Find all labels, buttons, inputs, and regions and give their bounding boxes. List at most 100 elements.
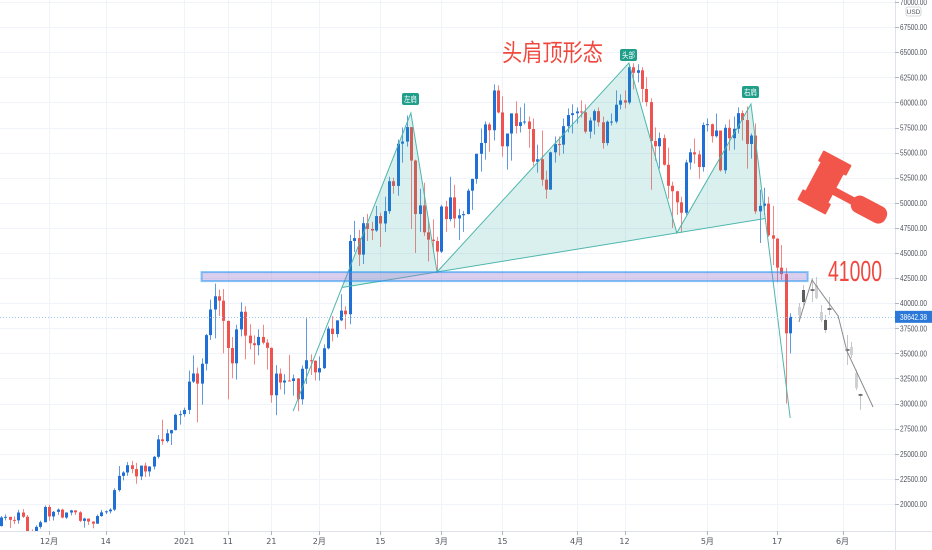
time-tick-label: 4月 bbox=[570, 537, 583, 546]
projected-candle bbox=[820, 305, 823, 322]
candle-down bbox=[366, 213, 369, 241]
gavel-icon[interactable] bbox=[797, 150, 899, 240]
target-price-text[interactable]: 41000 bbox=[828, 256, 882, 288]
candle-down bbox=[135, 462, 138, 484]
projected-candle-body bbox=[855, 372, 858, 388]
candle-up bbox=[57, 508, 60, 515]
candle-body bbox=[484, 124, 487, 143]
label-right-shoulder[interactable]: 右肩 bbox=[742, 86, 759, 98]
candle-up bbox=[174, 413, 177, 431]
candle-body bbox=[201, 363, 204, 384]
candle-body bbox=[161, 439, 164, 442]
time-tick-label: 12月 bbox=[40, 537, 58, 546]
current-price-label-box bbox=[895, 310, 932, 323]
candle-down bbox=[746, 106, 749, 169]
candle-up bbox=[327, 326, 330, 350]
candle-down bbox=[436, 236, 439, 274]
candle-body bbox=[179, 414, 182, 416]
currency-badge[interactable]: USD bbox=[905, 6, 922, 17]
pattern-zigzag-line[interactable] bbox=[292, 61, 791, 419]
candle-up bbox=[480, 128, 483, 172]
candle-body bbox=[235, 329, 238, 364]
candle-body bbox=[209, 309, 212, 336]
candle-down bbox=[9, 516, 12, 528]
candle-body bbox=[227, 320, 230, 348]
candle-up bbox=[113, 488, 116, 512]
candle-up bbox=[658, 132, 661, 169]
price-tick-label: 40000.00 bbox=[900, 298, 927, 308]
candle-body bbox=[100, 512, 103, 517]
candle-body bbox=[763, 203, 766, 206]
candle-up bbox=[467, 188, 470, 215]
candle-down bbox=[222, 289, 225, 354]
candle-body bbox=[501, 112, 504, 147]
label-head[interactable]: 头部 bbox=[620, 49, 637, 61]
candle-body bbox=[584, 112, 587, 132]
candle-body bbox=[719, 130, 722, 171]
candle-body bbox=[323, 348, 326, 369]
candle-down bbox=[22, 509, 25, 519]
candle-body bbox=[728, 127, 731, 139]
candle-body bbox=[645, 88, 648, 103]
candle-body bbox=[0, 517, 3, 527]
candle-down bbox=[371, 221, 374, 240]
candle-body bbox=[257, 336, 260, 346]
price-tick-label: 42500.00 bbox=[900, 273, 927, 283]
candle-body bbox=[22, 512, 25, 517]
candle-body bbox=[397, 143, 400, 186]
candle-up bbox=[750, 133, 753, 159]
candle-up bbox=[170, 429, 173, 445]
right-shoulder-area[interactable] bbox=[676, 104, 766, 233]
candle-up bbox=[628, 64, 631, 105]
candle-body bbox=[632, 67, 635, 73]
candle-down bbox=[667, 147, 670, 199]
candle-body bbox=[654, 141, 657, 147]
candle-body bbox=[571, 113, 574, 116]
price-tick-label: 27500.00 bbox=[900, 424, 927, 434]
candle-down bbox=[671, 181, 674, 228]
candle-up bbox=[323, 344, 326, 369]
projected-candle bbox=[845, 335, 850, 365]
projected-candle-body bbox=[850, 346, 853, 356]
time-tick-label: 5月 bbox=[701, 537, 714, 546]
price-axis[interactable]: 70000.00 67500.00 65000.00 62500.00 60000.00… bbox=[895, 0, 927, 509]
support-band-rect[interactable] bbox=[200, 271, 809, 283]
neckline-support-band[interactable] bbox=[200, 271, 809, 283]
left-shoulder-area[interactable] bbox=[341, 112, 438, 288]
time-tick-label: 6月 bbox=[836, 537, 849, 546]
candle-body bbox=[532, 129, 535, 162]
time-tick-label: 11 bbox=[223, 537, 233, 546]
candle-up bbox=[388, 176, 391, 214]
candle-down bbox=[680, 196, 683, 233]
candle-body bbox=[366, 223, 369, 229]
candle-body bbox=[297, 378, 300, 400]
head-area[interactable] bbox=[437, 62, 677, 272]
candle-down bbox=[79, 511, 82, 523]
candle-body bbox=[144, 465, 147, 472]
pattern-title-text[interactable]: 头肩顶形态 bbox=[502, 39, 603, 67]
pattern-neckline[interactable] bbox=[341, 218, 766, 288]
candle-up bbox=[205, 333, 208, 371]
candle-down bbox=[597, 107, 600, 127]
label-left-shoulder[interactable]: 左肩 bbox=[402, 93, 419, 105]
candle-body bbox=[401, 141, 404, 144]
projected-candle-body bbox=[845, 349, 850, 351]
candle-up bbox=[689, 148, 692, 170]
candle-body bbox=[445, 206, 448, 220]
head-and-shoulders-pattern[interactable] bbox=[292, 61, 791, 419]
projection-path-line[interactable] bbox=[798, 278, 874, 408]
candle-body bbox=[510, 113, 513, 134]
price-tick-label: 22500.00 bbox=[900, 474, 927, 484]
candle-up bbox=[275, 365, 278, 416]
price-tick-label: 52500.00 bbox=[900, 173, 927, 183]
projected-candle-body bbox=[802, 289, 805, 302]
candle-up bbox=[4, 514, 7, 521]
label-left-shoulder-box bbox=[402, 93, 419, 105]
candle-up bbox=[349, 234, 352, 325]
bars-pattern-projection[interactable] bbox=[798, 276, 874, 410]
candle-body bbox=[174, 414, 177, 431]
candle-down bbox=[693, 138, 696, 164]
time-axis[interactable]: 12月 14 2021 11 21 2月 15 3月 15 4月 12 5月 17 6月 bbox=[40, 531, 849, 546]
candle-body bbox=[188, 381, 191, 410]
